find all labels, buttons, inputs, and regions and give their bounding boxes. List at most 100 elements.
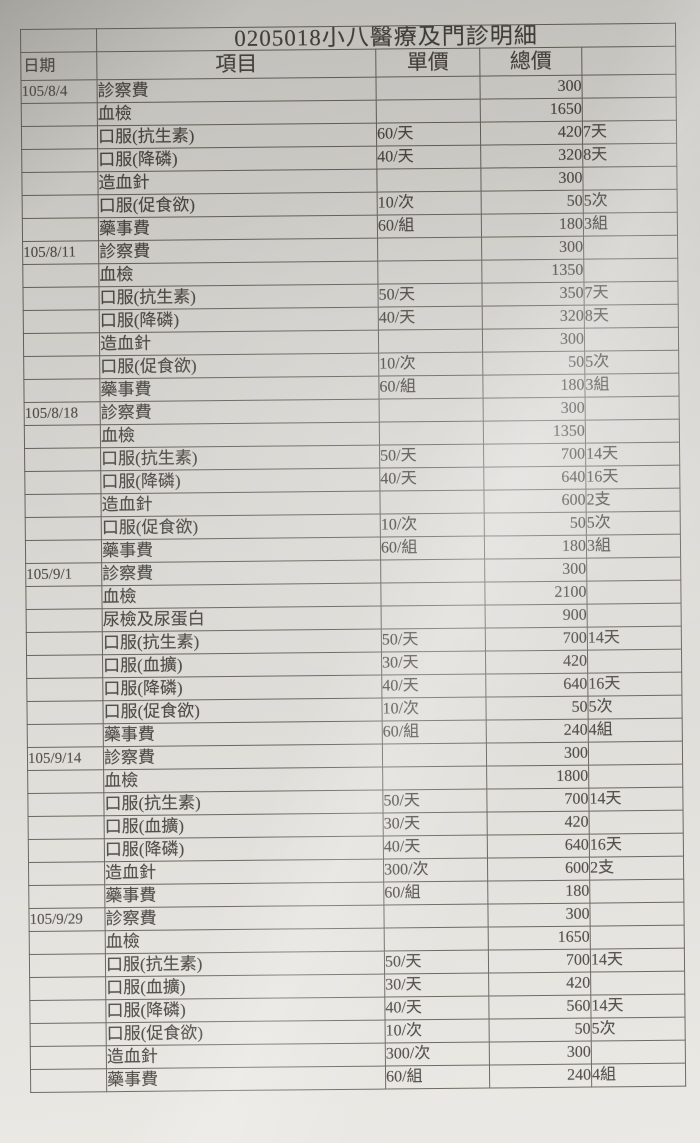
item-cell: 口服(血擴)	[102, 652, 382, 678]
qty-cell	[587, 649, 682, 674]
total-price-cell: 1350	[483, 420, 586, 445]
qty-cell: 16天	[587, 672, 682, 697]
qty-cell	[583, 235, 678, 260]
item-cell: 造血針	[99, 330, 379, 356]
item-cell: 口服(抗生素)	[102, 629, 382, 655]
qty-cell	[588, 764, 683, 789]
unit-price-cell: 10/次	[377, 191, 482, 216]
total-price-cell: 420	[487, 811, 590, 836]
qty-cell: 3組	[586, 534, 681, 559]
qty-cell	[581, 74, 677, 99]
date-cell	[28, 884, 105, 909]
total-price-cell: 240	[489, 1064, 592, 1089]
date-cell	[24, 470, 101, 495]
unit-price-cell: 50/天	[384, 950, 489, 975]
qty-cell	[587, 603, 682, 628]
item-cell: 診察費	[100, 399, 380, 425]
col-header-total-price: 總價	[479, 47, 582, 77]
unit-price-cell: 60/組	[380, 536, 485, 561]
qty-cell: 14天	[585, 442, 680, 467]
unit-price-cell	[381, 605, 486, 630]
qty-cell	[583, 258, 678, 283]
qty-cell: 3組	[583, 212, 678, 237]
date-cell	[25, 585, 103, 610]
unit-price-cell	[380, 582, 486, 607]
date-cell	[29, 930, 106, 955]
date-cell	[26, 654, 103, 679]
total-price-cell: 640	[485, 673, 588, 698]
unit-price-cell: 40/天	[384, 996, 490, 1021]
unit-price-cell: 30/天	[383, 812, 488, 837]
item-cell: 尿檢及尿蛋白	[102, 606, 382, 632]
total-price-cell: 50	[482, 351, 585, 376]
item-cell: 口服(降磷)	[100, 468, 380, 494]
item-cell: 口服(降磷)	[97, 146, 377, 172]
qty-cell: 5次	[591, 1017, 686, 1042]
unit-price-cell: 10/次	[385, 1019, 490, 1044]
medical-expense-table: 0205018小八醫療及門診明細 日期 項目 單價 總價 105/8/4 診察費 3…	[20, 23, 686, 1093]
unit-price-cell: 60/組	[378, 375, 484, 400]
col-header-date: 日期	[20, 51, 97, 81]
total-price-cell: 240	[486, 719, 589, 744]
total-price-cell: 320	[480, 144, 583, 169]
date-cell	[26, 608, 103, 633]
unit-price-cell	[384, 927, 489, 952]
total-price-cell: 300	[489, 1041, 592, 1066]
date-cell	[23, 355, 100, 380]
item-cell: 藥事費	[101, 537, 381, 563]
date-cell	[27, 723, 104, 748]
col-header-item: 項目	[96, 49, 376, 80]
item-cell: 口服(抗生素)	[103, 790, 384, 816]
qty-cell: 14天	[587, 626, 682, 651]
total-price-cell: 300	[480, 167, 584, 192]
date-cell	[21, 148, 98, 173]
date-cell	[28, 861, 105, 886]
qty-cell	[585, 419, 680, 444]
item-cell: 診察費	[104, 905, 385, 931]
qty-cell	[589, 902, 685, 927]
item-cell: 口服(抗生素)	[98, 284, 379, 310]
total-price-cell: 640	[483, 466, 586, 491]
title-row-empty-cell	[20, 28, 97, 53]
item-cell: 診察費	[101, 560, 381, 586]
unit-price-cell: 30/天	[381, 651, 486, 676]
unit-price-cell	[378, 329, 483, 354]
date-cell	[23, 309, 100, 334]
item-cell: 造血針	[106, 1043, 386, 1069]
total-price-cell: 50	[481, 190, 584, 215]
unit-price-cell: 300/次	[383, 858, 488, 883]
qty-cell: 4組	[588, 718, 683, 743]
date-cell	[24, 493, 102, 518]
date-cell	[21, 125, 98, 150]
unit-price-cell	[377, 237, 482, 262]
total-price-cell: 600	[483, 489, 587, 514]
qty-cell	[591, 1040, 686, 1065]
item-cell: 口服(抗生素)	[105, 951, 385, 977]
date-cell	[22, 286, 100, 311]
date-cell: 105/8/18	[24, 401, 101, 426]
qty-cell: 14天	[588, 787, 684, 812]
unit-price-cell	[380, 559, 485, 584]
qty-cell	[589, 879, 684, 904]
unit-price-cell: 300/次	[385, 1042, 490, 1067]
unit-price-cell: 40/天	[379, 467, 484, 492]
date-cell: 105/9/1	[25, 562, 102, 587]
date-cell	[22, 194, 99, 219]
qty-cell: 5次	[587, 695, 683, 720]
date-cell	[25, 516, 102, 541]
qty-cell: 16天	[589, 833, 684, 858]
date-cell	[21, 171, 99, 196]
total-price-cell: 350	[481, 282, 585, 307]
total-price-cell: 420	[485, 650, 588, 675]
qty-cell	[586, 557, 681, 582]
qty-cell: 5次	[584, 350, 679, 375]
total-price-cell: 180	[482, 374, 586, 399]
qty-cell	[589, 810, 684, 835]
qty-cell: 4組	[591, 1063, 686, 1088]
unit-price-cell	[379, 490, 485, 515]
unit-price-cell: 50/天	[379, 444, 484, 469]
total-price-cell: 700	[486, 788, 590, 813]
item-cell: 診察費	[96, 77, 377, 103]
item-cell: 血檢	[101, 583, 382, 609]
date-cell	[30, 1045, 107, 1070]
